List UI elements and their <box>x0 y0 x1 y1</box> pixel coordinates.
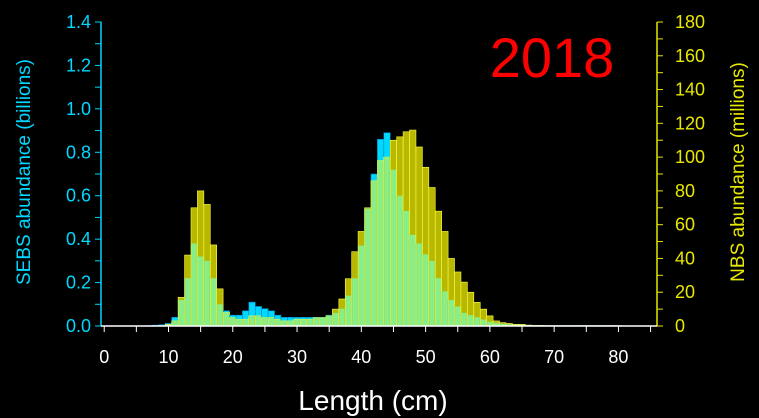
overlap-bar <box>320 317 326 326</box>
y-left-tick-label: 1.2 <box>66 55 91 75</box>
overlap-bar <box>352 278 358 326</box>
y-left-tick-label: 1.4 <box>66 12 91 32</box>
y-axis-left-title: SEBS abundance (billions) <box>14 59 35 285</box>
overlap-bar <box>474 317 480 326</box>
x-tick-label: 70 <box>544 347 564 367</box>
overlap-bar <box>429 260 435 326</box>
y-left-tick-label: 1.0 <box>66 99 91 119</box>
overlap-bar <box>281 320 287 326</box>
overlap-bar <box>223 312 230 326</box>
overlap-bar <box>384 157 390 326</box>
y-left-tick-label: 0.2 <box>66 273 91 293</box>
y-right-tick-label: 20 <box>675 282 695 302</box>
x-tick-label: 10 <box>158 347 178 367</box>
x-tick-label: 60 <box>480 347 500 367</box>
x-tick-label: 50 <box>416 347 436 367</box>
y-left-tick-label: 0.4 <box>66 229 91 249</box>
y-right-tick-label: 40 <box>675 248 695 268</box>
overlap-bar <box>178 299 185 326</box>
overlap-bar <box>287 320 294 326</box>
overlap-bar <box>403 210 410 326</box>
overlap-bar <box>242 319 249 326</box>
overlap-bar <box>345 295 352 326</box>
overlap-bar <box>165 324 172 326</box>
y-right-tick-label: 100 <box>675 147 705 167</box>
overlap-bar <box>467 315 474 326</box>
overlap-bar <box>339 308 345 326</box>
overlap-bar <box>397 195 403 326</box>
axes-layer: 0 10 20 30 40 50 60 70 80 0.0 0.2 0.4 0.6 0.8 1.0 1.2 1.… <box>66 12 705 367</box>
x-tick-label: 20 <box>223 347 243 367</box>
y-right-tick-label: 120 <box>675 113 705 133</box>
overlap-bar <box>249 315 255 326</box>
x-tick-label: 30 <box>287 347 307 367</box>
overlap-bar <box>313 317 320 326</box>
overlap-bar <box>500 323 506 326</box>
overlap-bar <box>506 324 512 326</box>
overlap-bar <box>262 317 268 326</box>
overlap-bar <box>371 180 377 326</box>
x-tick-label: 0 <box>99 347 109 367</box>
overlap-bar <box>435 278 442 326</box>
y-axis-right-title: NBS abundance (millions) <box>728 62 749 282</box>
overlap-bar <box>390 169 397 326</box>
overlap-bar <box>422 254 429 326</box>
y-right-tick-label: 60 <box>675 215 695 235</box>
y-right-tick-label: 140 <box>675 80 705 100</box>
y-left-tick-label: 0.6 <box>66 186 91 206</box>
overlap-bar <box>448 299 455 326</box>
overlap-bar <box>410 234 416 326</box>
chart-title: 2018 <box>490 26 615 89</box>
y-right-tick-label: 0 <box>675 316 685 336</box>
overlap-bar <box>455 306 461 326</box>
overlap-bar <box>480 319 487 326</box>
overlap-bar <box>442 291 448 326</box>
bars-layer <box>145 129 622 327</box>
overlap-bar <box>326 315 332 326</box>
overlap-bar <box>236 319 242 326</box>
y-right-tick-label: 180 <box>675 12 705 32</box>
overlap-bar <box>268 317 275 326</box>
overlap-bar <box>197 256 204 326</box>
overlap-bar <box>210 278 217 326</box>
overlap-bar <box>230 317 236 326</box>
overlap-bar <box>461 312 467 326</box>
x-tick-label: 40 <box>351 347 371 367</box>
overlap-bar <box>217 304 223 326</box>
overlap-bar <box>191 243 197 326</box>
overlap-bar <box>416 243 422 326</box>
overlap-bar <box>185 278 191 326</box>
y-right-tick-label: 80 <box>675 181 695 201</box>
overlap-bar <box>300 319 307 326</box>
overlap-bar <box>377 160 384 326</box>
overlap-bar <box>365 208 371 326</box>
x-tick-label: 80 <box>608 347 628 367</box>
overlap-bar <box>307 319 313 326</box>
overlap-bar <box>493 322 500 326</box>
overlap-bar <box>358 245 365 326</box>
overlap-bar <box>255 315 262 326</box>
y-right-tick-label: 160 <box>675 46 705 66</box>
overlap-bar <box>204 260 210 326</box>
overlap-bar <box>275 319 281 326</box>
overlap-bar <box>294 319 300 326</box>
y-left-tick-label: 0.0 <box>66 316 91 336</box>
overlap-bar <box>172 320 178 326</box>
x-axis-title: Length (cm) <box>298 385 447 416</box>
overlap-bar <box>332 312 339 326</box>
y-left-tick-label: 0.8 <box>66 142 91 162</box>
overlap-bar <box>487 321 493 326</box>
